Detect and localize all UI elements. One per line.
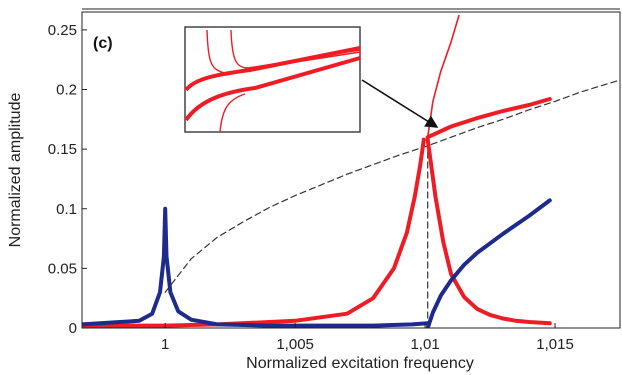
series-red-thin-5 xyxy=(426,14,460,138)
y-tick-label: 0.2 xyxy=(56,82,77,99)
zoom-arrow xyxy=(361,79,439,128)
axes: 1 1,005 1,01 1,015 0 0.05 0.1 0.15 0.2 0.25 xyxy=(48,8,621,353)
series-red-solid-2 xyxy=(82,137,426,328)
inset-curve xyxy=(219,93,246,133)
inset-curve xyxy=(184,46,361,92)
y-tick-label: 0.25 xyxy=(48,22,77,39)
x-tick-label: 1,005 xyxy=(276,336,314,353)
series-black-dashed-6 xyxy=(164,79,620,293)
inset-curve xyxy=(184,56,361,122)
series-red-solid-3 xyxy=(425,137,552,326)
y-tick-label: 0.1 xyxy=(56,201,77,218)
series-red-solid-4 xyxy=(425,97,552,140)
inset-zoom xyxy=(184,26,439,133)
y-tick-label: 0.15 xyxy=(48,141,77,158)
panel-label: (c) xyxy=(93,35,113,52)
inset-curve xyxy=(230,29,361,69)
y-tick-label: 0.05 xyxy=(48,260,77,277)
y-tick-label: 0 xyxy=(69,320,77,337)
inset-frame xyxy=(184,26,361,133)
y-axis-label: Normalized amplitude xyxy=(7,93,24,248)
x-axis-label: Normalized excitation frequency xyxy=(246,355,474,372)
plot-area xyxy=(82,14,620,328)
series-blue-solid-0 xyxy=(82,206,430,328)
plot-frame xyxy=(81,11,621,329)
series-blue-solid-1 xyxy=(425,198,552,328)
x-tick-label: 1,015 xyxy=(536,336,574,353)
x-tick-label: 1 xyxy=(161,336,169,353)
x-tick-label: 1,01 xyxy=(410,336,439,353)
